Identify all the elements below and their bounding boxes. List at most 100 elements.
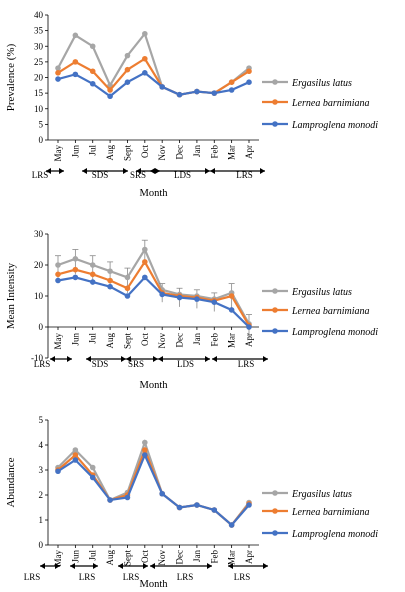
x-tick-label: Feb (209, 550, 219, 564)
data-point (142, 447, 148, 453)
legend-swatch-marker (272, 490, 278, 496)
series-line (57, 57, 250, 96)
season-arrowhead-right (207, 563, 212, 569)
legend-label: Lernea barnimiana (291, 507, 370, 518)
season-arrowhead-left (150, 563, 155, 569)
x-tick-label: Aug (105, 333, 115, 349)
y-tick-label: 10 (34, 291, 44, 301)
data-point (159, 291, 165, 298)
data-point (72, 447, 79, 453)
legend-swatch-marker (272, 99, 278, 105)
y-tick-label: 5 (39, 119, 44, 129)
y-tick-label: 2 (39, 490, 44, 500)
data-point (55, 468, 61, 475)
x-tick-label: Sept (122, 550, 132, 567)
y-tick-label: 20 (34, 260, 44, 270)
data-point (211, 90, 218, 96)
data-point (72, 274, 79, 281)
season-arrowhead-left (70, 563, 75, 569)
series-line (57, 247, 250, 325)
x-tick-label: Nov (157, 145, 167, 161)
data-point (159, 84, 165, 90)
data-point (124, 274, 131, 281)
data-point (124, 285, 131, 292)
legend-swatch-marker (272, 121, 278, 127)
data-point (55, 70, 61, 76)
x-axis-title: Month (139, 579, 168, 590)
y-tick-label: 4 (39, 440, 44, 450)
y-tick-label: 0 (39, 322, 44, 332)
season-arrowhead-right (205, 168, 210, 174)
data-point (142, 439, 148, 446)
y-tick-label: 1 (39, 515, 44, 525)
legend-label: Lernea barnimiana (291, 306, 370, 317)
data-point (194, 296, 200, 302)
x-tick-label: Jul (88, 145, 98, 156)
data-point (55, 76, 61, 82)
data-point (246, 68, 252, 75)
data-point (142, 70, 148, 76)
legend-label: Lamproglena monodi (291, 327, 378, 338)
x-tick-label: Feb (209, 333, 219, 347)
season-arrowhead-right (260, 168, 265, 174)
season-arrowhead-left (82, 168, 87, 174)
season-arrowhead-left (228, 563, 233, 569)
data-point (142, 55, 148, 62)
data-point (55, 271, 61, 278)
legend-label: Lernea barnimiana (291, 98, 370, 109)
data-point (228, 79, 235, 85)
data-point (176, 504, 183, 511)
data-point (176, 91, 183, 98)
season-arrowhead-left (150, 168, 155, 174)
y-tick-label: 25 (34, 57, 44, 67)
x-tick-label: Dec (175, 145, 185, 160)
data-point (228, 307, 235, 313)
x-tick-label: Oct (140, 550, 150, 563)
data-point (211, 299, 218, 306)
season-label: SDS (92, 170, 109, 180)
y-tick-label: 3 (39, 465, 44, 475)
y-tick-label: 30 (34, 41, 44, 51)
data-point (142, 246, 148, 253)
data-point (124, 293, 131, 299)
x-tick-label: Jan (192, 145, 202, 157)
data-point (89, 43, 96, 50)
data-point (107, 93, 113, 100)
y-axis-title: Prevalence (%) (5, 43, 17, 111)
data-point (176, 294, 183, 301)
x-tick-label: Feb (209, 145, 219, 159)
y-tick-label: 5 (39, 415, 44, 425)
y-axis-title: Mean Intensity (5, 262, 17, 329)
x-tick-label: Dec (175, 333, 185, 348)
legend-swatch-marker (272, 328, 278, 334)
data-point (89, 80, 96, 87)
season-label: LRS (79, 572, 96, 582)
season-label: LDS (177, 359, 194, 369)
x-tick-label: Mar (227, 550, 237, 565)
y-axis-title: Abundance (5, 457, 17, 507)
x-tick-label: Sept (122, 145, 132, 162)
data-point (211, 507, 218, 513)
season-arrowhead-left (126, 356, 131, 362)
season-arrowhead-right (123, 168, 128, 174)
season-arrowhead-right (205, 356, 210, 362)
season-arrowhead-left (158, 356, 163, 362)
series-line (57, 439, 250, 527)
x-tick-label: May (53, 333, 63, 350)
season-arrowhead-left (212, 356, 217, 362)
season-label: LRS (32, 170, 49, 180)
x-tick-label: Jun (70, 550, 80, 563)
x-tick-label: Oct (140, 333, 150, 346)
x-axis-title: Month (139, 188, 168, 199)
data-point (228, 522, 235, 528)
data-point (72, 452, 79, 458)
x-tick-label: Jan (192, 550, 202, 562)
data-point (228, 293, 235, 299)
x-tick-label: Nov (157, 333, 167, 349)
season-arrowhead-right (67, 356, 72, 362)
x-tick-label: Jan (192, 333, 202, 345)
season-arrowhead-right (153, 356, 158, 362)
x-tick-label: Apr (244, 333, 254, 347)
data-point (246, 324, 252, 330)
